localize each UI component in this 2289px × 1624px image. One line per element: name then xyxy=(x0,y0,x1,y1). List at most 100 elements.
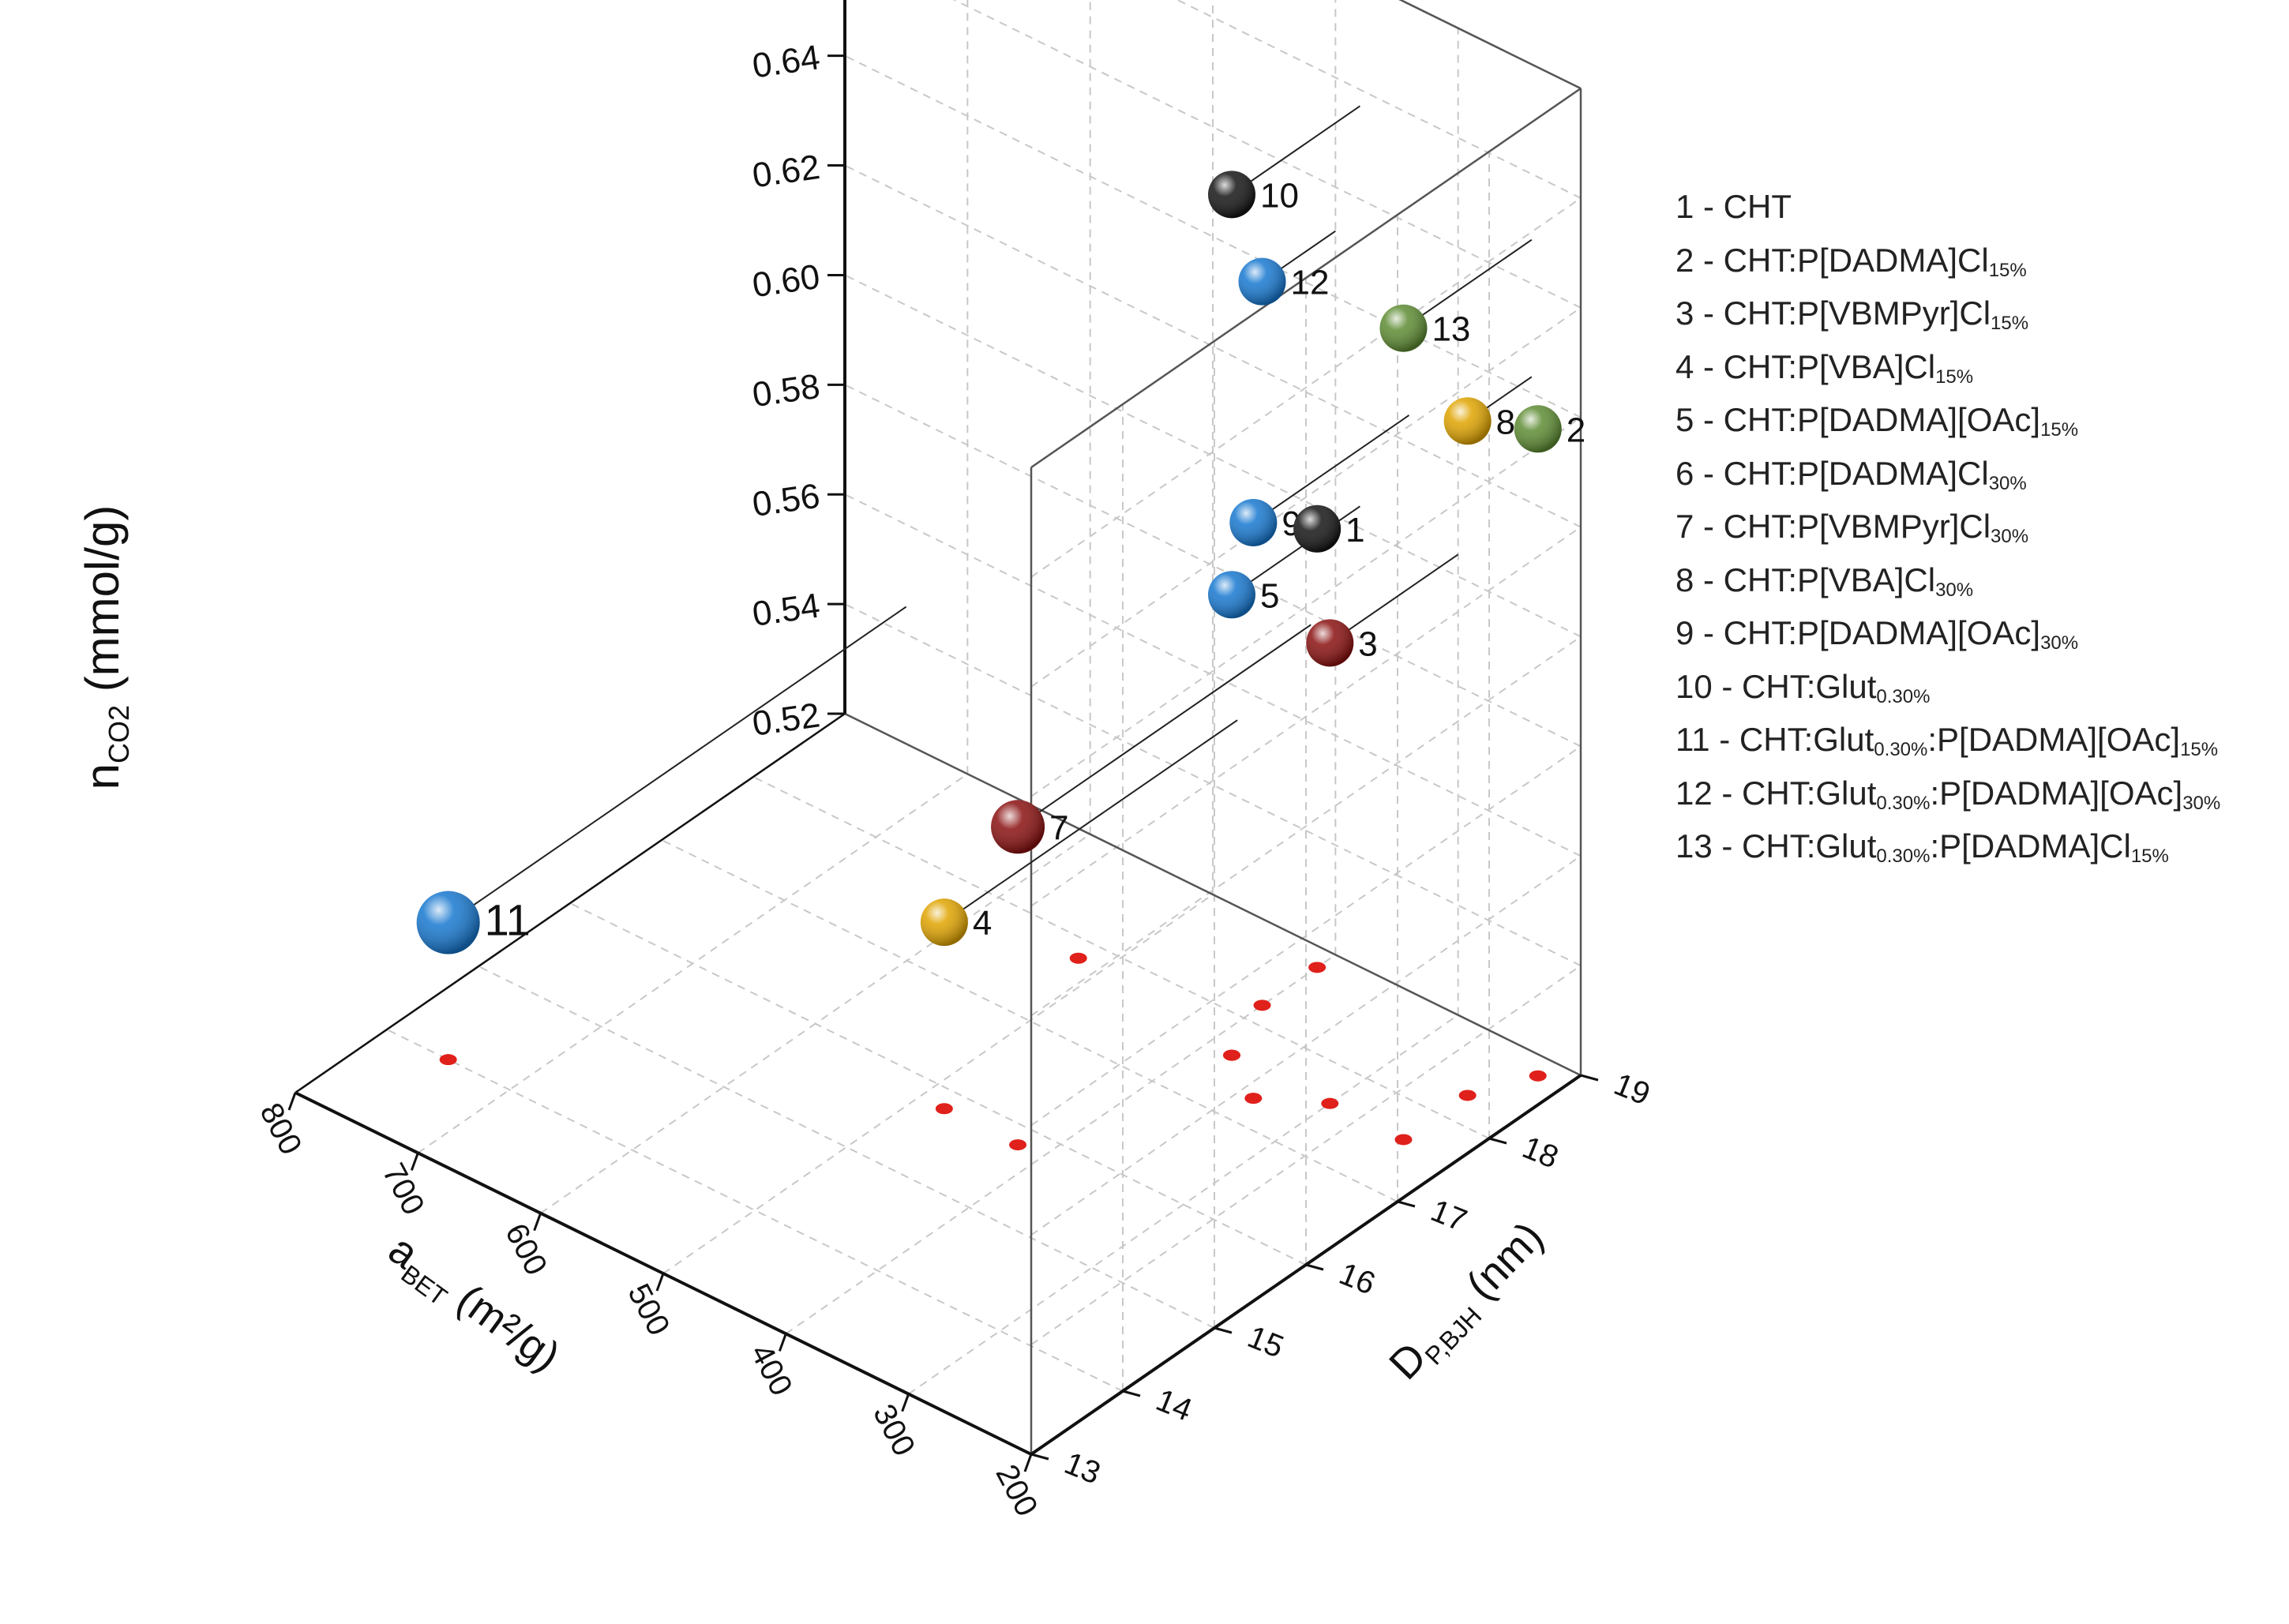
y-tick-label: 13 xyxy=(1060,1446,1105,1491)
wall-gridline-z xyxy=(844,274,1582,638)
y-tick-label: 15 xyxy=(1243,1319,1289,1364)
point-label-11: 11 xyxy=(485,895,531,945)
point-shine xyxy=(1208,171,1255,219)
wall-gridline-z xyxy=(844,164,1582,528)
point-label-12: 12 xyxy=(1291,264,1330,302)
y-tick xyxy=(1488,1137,1507,1145)
point-label-10: 10 xyxy=(1260,176,1299,215)
legend-entry: 10 - CHT:Glut0.30% xyxy=(1675,667,1931,707)
legend-entry: 12 - CHT:Glut0.30%:P[DADMA][OAc]30% xyxy=(1675,774,2221,814)
legend-entry: 4 - CHT:P[VBA]Cl15% xyxy=(1675,347,1974,388)
point-shine xyxy=(920,898,968,947)
x-tick xyxy=(287,1092,297,1111)
point-label-2: 2 xyxy=(1567,411,1585,449)
point-label-3: 3 xyxy=(1358,624,1377,663)
z-axis-title: nCO2 (mmol/g) xyxy=(76,505,135,790)
legend-entry: 13 - CHT:Glut0.30%:P[DADMA]Cl15% xyxy=(1675,827,2169,867)
drop-line-11 xyxy=(448,606,907,924)
point-shine xyxy=(1443,397,1492,445)
y-tick xyxy=(1580,1074,1599,1082)
floor-gridline-x xyxy=(662,894,1214,1274)
point-label-5: 5 xyxy=(1260,576,1279,615)
wall-gridline-z xyxy=(1030,197,1582,578)
data-points: 61012138291537411 xyxy=(416,171,1585,955)
y-tick-label: 18 xyxy=(1518,1130,1563,1175)
wall-gridline-z xyxy=(1030,306,1582,688)
drop-line-9 xyxy=(1252,414,1410,523)
y-tick-label: 19 xyxy=(1609,1067,1655,1112)
floor-gridline-y xyxy=(386,1029,1124,1392)
point-shine xyxy=(1379,304,1428,352)
z-tick-label: 0.56 xyxy=(750,477,823,524)
legend-entry: 9 - CHT:P[DADMA][OAc]30% xyxy=(1675,614,2079,654)
point-8 xyxy=(1443,397,1492,445)
projection-marker-7 xyxy=(1009,1139,1027,1151)
point-4 xyxy=(920,898,968,947)
wall-gridline-z xyxy=(1030,855,1582,1236)
floor-gridline-y xyxy=(478,966,1215,1329)
y-tick xyxy=(1030,1453,1049,1461)
legend-entry: 8 - CHT:P[VBA]Cl30% xyxy=(1675,561,1974,601)
wall-gridline-z xyxy=(844,54,1582,418)
floor-gridline-y xyxy=(569,902,1307,1266)
legend-entry: 11 - CHT:Glut0.30%:P[DADMA][OAc]15% xyxy=(1675,721,2219,760)
legend-entry: 1 - CHT xyxy=(1675,188,1792,225)
z-tick-label: 0.60 xyxy=(750,257,823,305)
drop-line-13 xyxy=(1402,238,1533,329)
point-shine xyxy=(1514,405,1562,453)
x-tick xyxy=(778,1333,787,1352)
y-tick-label: 16 xyxy=(1334,1256,1380,1301)
drop-line-7 xyxy=(1017,624,1311,828)
x-tick-label: 400 xyxy=(744,1338,799,1401)
legend-entry: 2 - CHT:P[DADMA]Cl15% xyxy=(1675,241,2027,281)
wall-gridline-z xyxy=(844,603,1582,967)
point-3 xyxy=(1306,619,1354,667)
floor-projections xyxy=(439,952,1547,1151)
point-shine xyxy=(991,800,1045,854)
point-shine xyxy=(1306,619,1354,667)
point-10 xyxy=(1208,171,1255,219)
point-shine xyxy=(1293,504,1342,553)
grid-layer xyxy=(295,0,1582,1455)
legend-entry: 7 - CHT:P[VBMPyr]Cl30% xyxy=(1675,508,2029,547)
point-1 xyxy=(1293,504,1342,553)
projection-marker-10 xyxy=(1223,1049,1240,1061)
point-label-13: 13 xyxy=(1432,310,1470,349)
x-tick-label: 700 xyxy=(376,1157,431,1221)
point-7 xyxy=(991,800,1045,854)
projection-marker-8 xyxy=(1458,1090,1477,1101)
x-tick-label: 200 xyxy=(989,1459,1044,1522)
legend-entry: 3 - CHT:P[VBMPyr]Cl15% xyxy=(1675,294,2029,334)
y-tick xyxy=(1305,1263,1324,1271)
projection-marker-11 xyxy=(439,1054,457,1066)
frame-edge xyxy=(844,712,1582,1077)
x-tick xyxy=(533,1213,542,1232)
projection-marker-2 xyxy=(1529,1070,1547,1082)
z-tick-label: 0.54 xyxy=(750,586,823,633)
wall-gridline-z xyxy=(1030,526,1582,907)
x-tick xyxy=(1023,1453,1033,1472)
floor-gridline-y xyxy=(661,839,1398,1202)
y-tick xyxy=(1397,1200,1416,1208)
point-13 xyxy=(1379,304,1428,352)
point-9 xyxy=(1229,498,1278,546)
y-axis-title: DP,BJH (nm) xyxy=(1380,1213,1556,1392)
projection-marker-6 xyxy=(1069,952,1087,964)
projection-marker-9 xyxy=(1244,1093,1263,1105)
wall-gridline-z xyxy=(1030,965,1582,1345)
z-tick-label: 0.62 xyxy=(750,148,823,195)
point-label-1: 1 xyxy=(1345,511,1364,549)
point-2 xyxy=(1514,405,1562,453)
projection-marker-13 xyxy=(1394,1134,1413,1146)
wall-gridline-z xyxy=(1030,745,1582,1127)
x-tick-label: 300 xyxy=(866,1399,921,1462)
y-tick-label: 14 xyxy=(1151,1382,1197,1427)
z-tick-label: 0.52 xyxy=(750,696,823,743)
floor-gridline-x xyxy=(908,1014,1459,1395)
y-tick-label: 17 xyxy=(1426,1193,1472,1238)
wall-gridline-z xyxy=(1030,416,1582,797)
x-tick-label: 500 xyxy=(621,1278,676,1341)
z-tick-label: 0.64 xyxy=(750,38,823,85)
point-label-7: 7 xyxy=(1049,808,1068,847)
